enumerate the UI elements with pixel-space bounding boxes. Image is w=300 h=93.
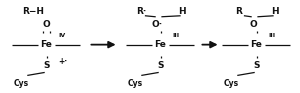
Text: H: H — [272, 7, 279, 16]
Text: R·: R· — [136, 7, 147, 16]
Text: H: H — [178, 7, 186, 16]
Text: O·: O· — [152, 20, 163, 29]
Text: R: R — [236, 7, 242, 16]
Text: IV: IV — [58, 33, 65, 38]
Text: O: O — [43, 20, 50, 29]
Text: Cys: Cys — [128, 79, 142, 88]
Text: O: O — [250, 20, 257, 29]
Text: S: S — [43, 61, 50, 70]
Text: S: S — [157, 61, 164, 70]
Text: R−H: R−H — [22, 7, 44, 16]
Text: +·: +· — [58, 57, 68, 66]
Text: Fe: Fe — [154, 40, 166, 49]
Text: III: III — [268, 33, 275, 38]
Text: Fe: Fe — [40, 40, 52, 49]
Text: Cys: Cys — [14, 79, 28, 88]
Text: Cys: Cys — [224, 79, 238, 88]
Text: S: S — [253, 61, 260, 70]
Text: III: III — [172, 33, 179, 38]
Text: Fe: Fe — [250, 40, 262, 49]
